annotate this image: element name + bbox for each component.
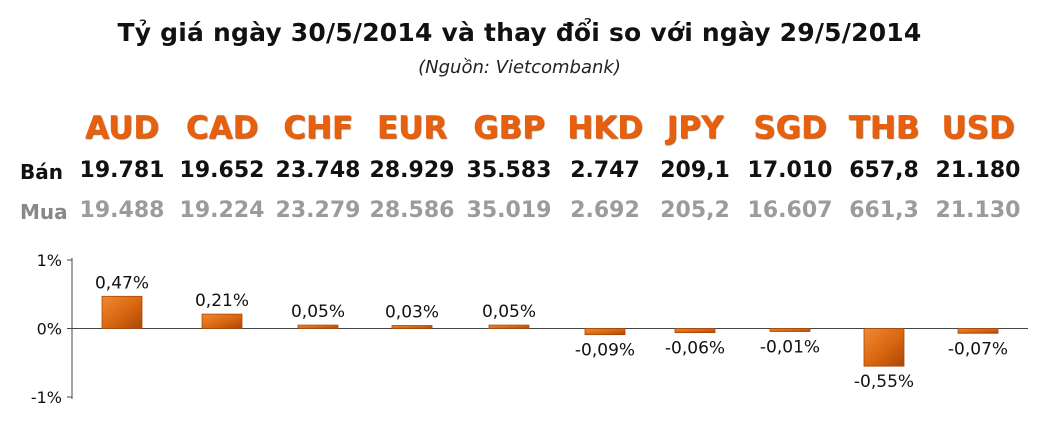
bar-chf <box>297 324 339 329</box>
y-tick-label: 1% <box>37 251 62 270</box>
currency-code: USD <box>941 110 1015 146</box>
bar-gbp <box>488 324 530 329</box>
buy-rate: 2.692 <box>570 198 640 223</box>
buy-rate: 21.130 <box>935 198 1021 223</box>
sell-rate: 657,8 <box>849 158 919 183</box>
currency-code: CHF <box>283 110 353 146</box>
source-note: (Nguồn: Vietcombank) <box>418 57 621 78</box>
sell-rate: 23.748 <box>275 158 361 183</box>
buy-rate: 35.019 <box>466 198 552 223</box>
buy-rate: 19.224 <box>179 198 265 223</box>
sell-rate: 19.781 <box>79 158 165 183</box>
currency-code: AUD <box>85 110 159 146</box>
currency-code: HKD <box>567 110 643 146</box>
sell-rate: 19.652 <box>179 158 265 183</box>
sell-rate: 2.747 <box>570 158 640 183</box>
currency-code: SGD <box>753 110 827 146</box>
currency-code: CAD <box>185 110 259 146</box>
bar-hkd <box>584 328 626 336</box>
data-label: 0,05% <box>291 302 345 322</box>
data-label: 0,21% <box>195 291 249 311</box>
buy-rate: 661,3 <box>849 198 919 223</box>
buy-rate: 23.279 <box>275 198 361 223</box>
bar-jpy <box>674 328 716 334</box>
sell-rate: 21.180 <box>935 158 1021 183</box>
sell-rate: 17.010 <box>747 158 833 183</box>
currency-code: JPY <box>666 110 724 146</box>
data-label: 0,47% <box>95 273 149 293</box>
bar-aud <box>101 295 143 329</box>
currency-code: GBP <box>473 110 545 146</box>
buy-rate: 19.488 <box>79 198 165 223</box>
data-label: -0,55% <box>854 372 914 392</box>
bar-thb <box>863 328 905 367</box>
bar-usd <box>957 328 999 334</box>
data-label: 0,03% <box>385 303 439 323</box>
data-label: -0,06% <box>665 339 725 359</box>
data-label: -0,07% <box>948 339 1008 359</box>
sell-rate: 209,1 <box>660 158 730 183</box>
bar-sgd <box>769 328 811 332</box>
y-tick-label: 0% <box>37 320 62 339</box>
sell-row-label: Bán <box>20 160 63 184</box>
page-title: Tỷ giá ngày 30/5/2014 và thay đổi so với… <box>117 18 922 47</box>
sell-rate: 35.583 <box>466 158 552 183</box>
bar-eur <box>391 325 433 329</box>
bar-cad <box>201 313 243 329</box>
buy-row-label: Mua <box>20 200 68 224</box>
currency-code: THB <box>848 110 920 146</box>
buy-rate: 28.586 <box>369 198 455 223</box>
sell-rate: 28.929 <box>369 158 455 183</box>
data-label: 0,05% <box>482 302 536 322</box>
currency-code: EUR <box>376 110 448 146</box>
y-tick-label: -1% <box>31 388 62 407</box>
buy-rate: 205,2 <box>660 198 730 223</box>
buy-rate: 16.607 <box>747 198 833 223</box>
data-label: -0,01% <box>760 338 820 358</box>
data-label: -0,09% <box>575 341 635 361</box>
